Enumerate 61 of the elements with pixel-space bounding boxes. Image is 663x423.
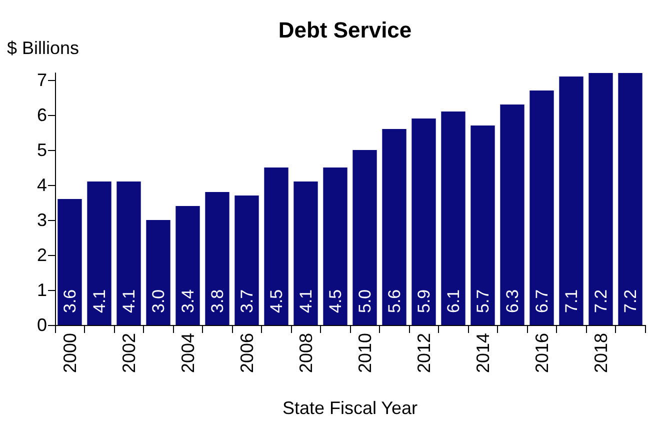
bar <box>323 168 348 325</box>
bar <box>352 150 377 325</box>
data-label: 5.7 <box>473 289 492 313</box>
x-tick-label: 2010 <box>354 333 375 374</box>
data-label: 6.3 <box>502 289 522 313</box>
data-label: 7.2 <box>591 289 610 313</box>
data-label: 5.6 <box>384 289 404 313</box>
bar <box>176 206 200 325</box>
y-tick-label: 4 <box>36 175 47 195</box>
data-label: 3.8 <box>208 289 227 313</box>
bar <box>412 118 436 325</box>
bar <box>441 112 466 325</box>
x-tick-label: 2018 <box>590 333 611 374</box>
data-label: 5.9 <box>414 289 434 313</box>
data-label: 5.0 <box>355 289 374 313</box>
bar <box>205 192 230 325</box>
y-tick-label: 5 <box>36 140 47 160</box>
data-label: 7.2 <box>620 289 640 313</box>
data-label: 4.5 <box>326 289 345 313</box>
bar <box>470 126 495 325</box>
bar <box>618 73 642 325</box>
bar <box>294 182 318 325</box>
bar <box>500 104 524 325</box>
data-label: 4.5 <box>266 289 286 313</box>
bar <box>87 182 112 325</box>
x-tick-label: 2004 <box>178 333 198 374</box>
x-tick-label: 2008 <box>296 333 316 374</box>
chart-title: Debt Service <box>278 18 412 42</box>
data-label: 7.1 <box>562 289 581 313</box>
data-label: 3.6 <box>60 289 80 313</box>
data-label: 3.7 <box>237 289 256 313</box>
bar <box>234 196 259 325</box>
bar <box>146 220 170 325</box>
data-label: 3.0 <box>148 289 168 313</box>
y-tick-label: 3 <box>36 210 47 230</box>
y-tick-label: 7 <box>36 70 47 90</box>
bar <box>588 73 613 325</box>
bar <box>530 90 554 325</box>
bar <box>382 129 406 325</box>
x-tick-label: 2002 <box>118 333 139 374</box>
x-axis-title: State Fiscal Year <box>282 398 418 418</box>
data-label: 4.1 <box>90 289 109 313</box>
x-tick-label: 2012 <box>414 333 434 374</box>
data-label: 3.4 <box>178 289 198 313</box>
data-label: 6.7 <box>532 289 552 313</box>
x-tick-label: 2006 <box>236 333 257 374</box>
y-tick-label: 1 <box>36 280 47 300</box>
data-label: 4.1 <box>119 289 138 313</box>
data-label: 6.1 <box>444 289 463 313</box>
y-tick-label: 0 <box>36 315 47 335</box>
x-tick-label: 2014 <box>472 333 493 374</box>
y-tick-label: 6 <box>36 105 47 125</box>
bar <box>58 199 82 325</box>
y-axis-title: $ Billions <box>7 38 80 58</box>
x-tick-label: 2000 <box>60 333 80 374</box>
data-label: 4.1 <box>296 289 316 313</box>
x-tick-label: 2016 <box>532 333 552 374</box>
bar <box>116 182 141 325</box>
bar <box>559 76 584 325</box>
y-tick-label: 2 <box>36 245 47 265</box>
bar <box>264 168 288 325</box>
